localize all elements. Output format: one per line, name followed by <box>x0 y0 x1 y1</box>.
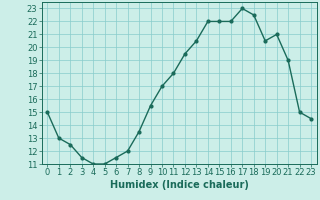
X-axis label: Humidex (Indice chaleur): Humidex (Indice chaleur) <box>110 180 249 190</box>
